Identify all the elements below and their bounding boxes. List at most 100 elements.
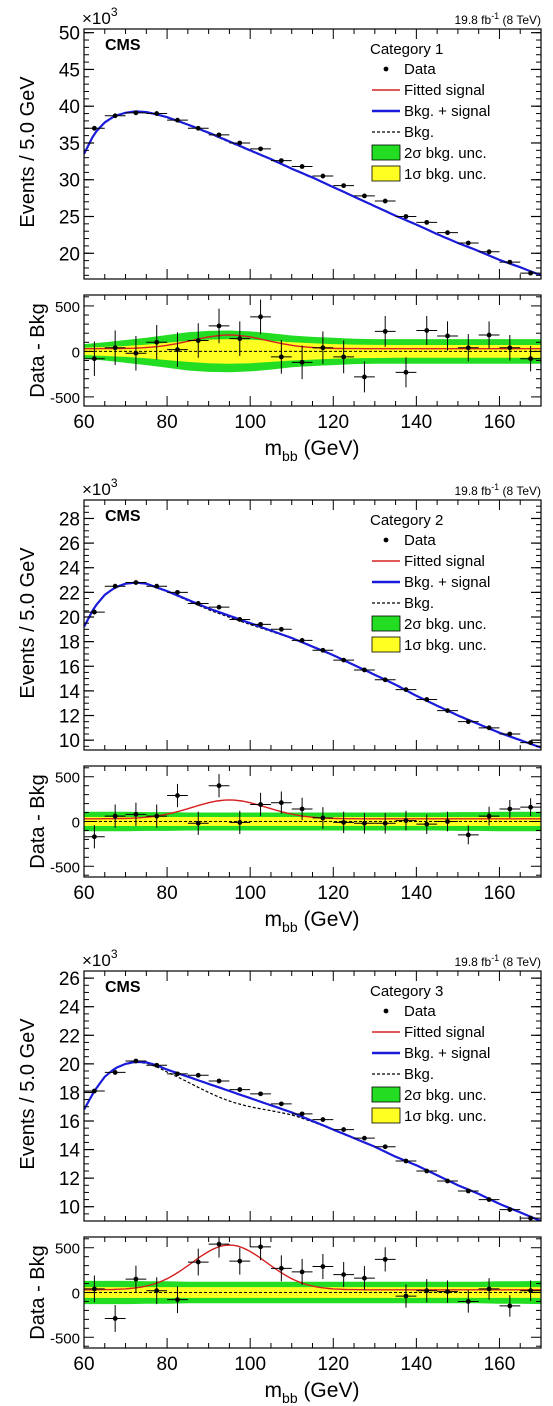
residual-point bbox=[112, 345, 118, 351]
legend-2sigma-box bbox=[371, 144, 401, 161]
lumi-exp: -1 bbox=[491, 953, 499, 963]
residual-point bbox=[175, 793, 180, 798]
residual-x-axis: 60 80 100 120 140 160 bbox=[73, 1237, 542, 1375]
data-point bbox=[278, 158, 284, 164]
chart-panel-2: 10 12 14 16 18 20 22 24 26 28 Events / 5.0 GeV ×103… bbox=[17, 476, 542, 935]
y-tick-label: 22 bbox=[59, 1026, 80, 1047]
residual-y-axis: -500 0 500 bbox=[50, 767, 541, 876]
x-tick-label: 60 bbox=[73, 412, 94, 433]
data-point bbox=[112, 113, 118, 119]
residual-y-axis: -500 0 500 bbox=[50, 296, 541, 407]
data-point bbox=[424, 219, 430, 225]
data-point bbox=[465, 240, 471, 246]
residual-point bbox=[528, 804, 534, 810]
data-point bbox=[258, 1091, 263, 1097]
y-tick-label: 45 bbox=[59, 60, 80, 81]
legend: Category 2 Data Fitted signal Bkg. + signal… bbox=[370, 512, 490, 654]
residual-point bbox=[528, 356, 534, 362]
residual-point bbox=[424, 1288, 430, 1294]
residual-point bbox=[91, 356, 97, 362]
data-point bbox=[237, 617, 243, 622]
residual-point bbox=[237, 336, 243, 342]
main-plot-area bbox=[84, 1058, 541, 1221]
data-point bbox=[528, 1215, 534, 1221]
residual-point bbox=[320, 815, 326, 821]
residual-point bbox=[445, 1289, 450, 1295]
residual-point bbox=[195, 1259, 201, 1265]
y-tick-label: 40 bbox=[59, 97, 80, 118]
residual-point bbox=[154, 1288, 160, 1294]
legend-signal-label: Fitted signal bbox=[404, 553, 485, 570]
residual-point bbox=[133, 811, 139, 817]
residual-point bbox=[258, 1244, 263, 1250]
data-point bbox=[91, 125, 97, 131]
legend-1sigma-label: 1σ bkg. unc. bbox=[404, 637, 487, 654]
main-x-axis bbox=[83, 500, 542, 750]
data-point bbox=[528, 270, 534, 276]
data-point bbox=[382, 677, 388, 683]
legend-2sigma-label: 2σ bkg. unc. bbox=[404, 145, 487, 162]
y-tick-label: 26 bbox=[59, 969, 80, 990]
y-axis-title: Events / 5.0 GeV bbox=[17, 547, 39, 699]
x-tick-label: 80 bbox=[157, 1354, 178, 1375]
y-tick-label: 35 bbox=[59, 134, 80, 155]
data-point bbox=[341, 183, 347, 189]
data-point bbox=[486, 1197, 492, 1202]
data-point bbox=[507, 731, 513, 737]
legend-data-marker bbox=[383, 66, 389, 72]
ry-tick-label: -500 bbox=[50, 859, 80, 876]
legend-data-label: Data bbox=[404, 61, 436, 78]
residual-y-title: Data - Bkg bbox=[27, 303, 49, 397]
data-point bbox=[382, 198, 388, 204]
y-tick-label: 30 bbox=[59, 171, 80, 192]
legend-bkg-label: Bkg. bbox=[404, 595, 434, 612]
y-tick-label: 50 bbox=[59, 24, 80, 45]
data-point bbox=[299, 1111, 305, 1117]
data-point bbox=[528, 740, 534, 746]
data-point bbox=[112, 1070, 118, 1075]
legend-2sigma-label: 2σ bkg. unc. bbox=[404, 1087, 487, 1104]
data-point bbox=[278, 626, 284, 632]
main-plot: 10 12 14 16 18 20 22 24 26 28 Events / 5.0 GeV ×103… bbox=[17, 476, 542, 752]
residual-x-axis: 60 80 100 120 140 160 bbox=[73, 295, 542, 433]
y-tick-label: 16 bbox=[59, 657, 80, 678]
x-tick-label: 160 bbox=[484, 412, 516, 433]
x-tick-label: 140 bbox=[401, 1354, 433, 1375]
residual-point bbox=[445, 819, 450, 824]
residual-point bbox=[278, 1265, 284, 1271]
data-point bbox=[175, 1071, 180, 1077]
residual-point bbox=[382, 820, 388, 826]
x-tick-label: 60 bbox=[73, 883, 94, 904]
y-multiplier-exp: 3 bbox=[111, 947, 118, 961]
data-point bbox=[91, 609, 97, 615]
residual-point bbox=[382, 328, 388, 334]
legend-2sigma-box bbox=[371, 1086, 401, 1103]
residual-point bbox=[341, 354, 347, 360]
data-point bbox=[465, 719, 471, 725]
y-multiplier-exp: 3 bbox=[111, 5, 118, 19]
y-tick-label: 20 bbox=[59, 244, 80, 265]
residual-point bbox=[278, 800, 284, 806]
residual-point bbox=[216, 783, 222, 789]
x-axis-title-sub: bb bbox=[282, 1390, 298, 1406]
residual-x-axis: 60 80 100 120 140 160 bbox=[73, 766, 542, 904]
legend-data-marker bbox=[383, 537, 389, 543]
data-point bbox=[486, 725, 492, 731]
y-multiplier-base: ×10 bbox=[82, 480, 111, 499]
experiment-label: CMS bbox=[105, 979, 141, 996]
experiment-label: CMS bbox=[105, 508, 141, 525]
x-tick-label: 120 bbox=[317, 412, 349, 433]
y-multiplier-base: ×10 bbox=[82, 9, 111, 28]
residual-area bbox=[84, 1237, 541, 1332]
legend-bkg-label: Bkg. bbox=[404, 1066, 434, 1083]
data-point bbox=[382, 1144, 388, 1150]
residual-point bbox=[341, 1272, 347, 1277]
residual-point bbox=[175, 1297, 180, 1303]
residual-plot: -500 0 500 Data - Bkg 60 80 100 120 140 160 mbb (G… bbox=[27, 1236, 542, 1406]
y-tick-label: 10 bbox=[59, 1198, 80, 1219]
data-point bbox=[362, 193, 367, 199]
main-plot: 10 12 14 16 18 20 22 24 26 Events / 5.0 GeV ×103 19… bbox=[17, 947, 542, 1222]
y-tick-label: 14 bbox=[59, 1141, 81, 1162]
legend-1sigma-box bbox=[371, 1107, 401, 1124]
